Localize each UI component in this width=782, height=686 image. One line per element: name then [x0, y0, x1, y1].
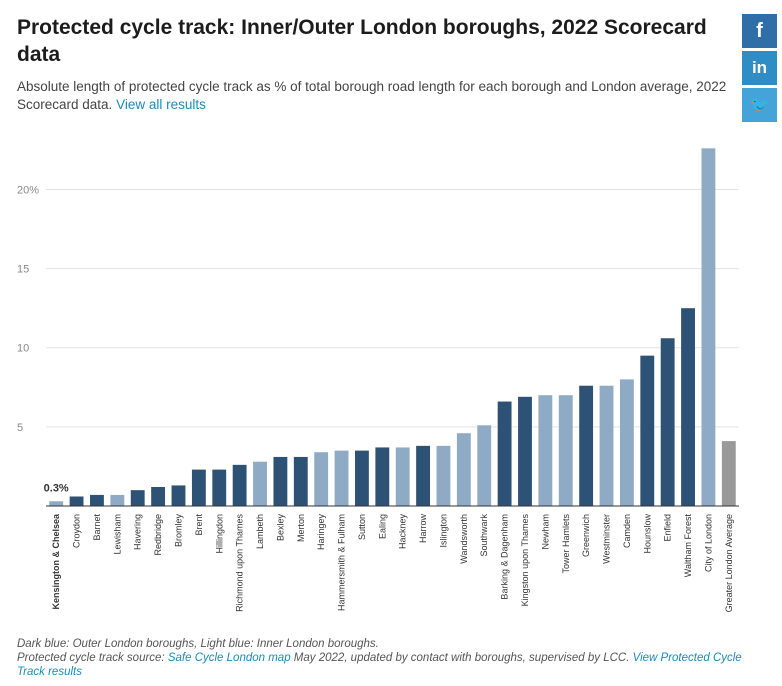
safe-cycle-london-map-link[interactable]: Safe Cycle London map	[167, 652, 291, 664]
chart-footer: Dark blue: Outer London boroughs, Light …	[17, 637, 767, 679]
x-tick-label: Hackney	[398, 514, 408, 550]
y-tick-label: 5	[17, 422, 23, 434]
bar	[212, 469, 227, 506]
bar	[273, 456, 288, 506]
x-tick-label: Lewisham	[112, 514, 122, 555]
bar	[497, 401, 512, 506]
bar	[191, 469, 206, 506]
bar	[293, 456, 308, 506]
x-tick-label: Camden	[622, 514, 632, 548]
x-tick-label: Lambeth	[255, 514, 265, 549]
bar	[151, 487, 166, 506]
twitter-icon: 🐦	[749, 97, 770, 114]
subtitle-text: Absolute length of protected cycle track…	[17, 79, 727, 112]
x-tick-label: Kingston upon Thames	[520, 514, 530, 607]
bar	[110, 494, 125, 506]
bar	[579, 385, 594, 506]
bar	[90, 494, 104, 506]
view-all-results-link[interactable]: View all results	[116, 97, 206, 112]
x-tick-label: Enfield	[663, 514, 673, 542]
bar	[375, 447, 390, 506]
y-tick-label: 10	[17, 343, 29, 355]
bar	[456, 433, 471, 506]
facebook-icon: f	[756, 19, 763, 42]
bar	[253, 461, 267, 506]
data-label: 0.3%	[44, 482, 69, 494]
x-tick-label: Haringey	[316, 514, 326, 551]
x-tick-label: Hounslow	[642, 514, 652, 554]
linkedin-share-button[interactable]: in	[742, 51, 777, 85]
y-tick-label: 15	[17, 264, 29, 276]
x-tick-label: Croydon	[72, 514, 82, 548]
twitter-share-button[interactable]: 🐦	[742, 88, 777, 122]
bar	[538, 395, 553, 506]
x-tick-label: Bexley	[275, 514, 285, 542]
x-tick-label: Hammersmith & Fulham	[337, 514, 347, 611]
x-tick-label: Harrow	[418, 514, 428, 544]
x-tick-label: Sutton	[357, 514, 367, 540]
chart-title: Protected cycle track: Inner/Outer Londo…	[17, 16, 707, 66]
footer-source-middle: May 2022, updated by contact with boroug…	[290, 652, 633, 664]
bar	[69, 496, 84, 506]
bar	[721, 441, 736, 506]
x-tick-label: Richmond upon Thames	[235, 514, 245, 612]
x-tick-label: Westminster	[602, 514, 612, 564]
bar	[558, 395, 573, 506]
x-tick-label: Greater London Average	[724, 514, 734, 612]
x-tick-label: Tower Hamlets	[561, 514, 571, 574]
bar	[130, 490, 145, 506]
facebook-share-button[interactable]: f	[742, 14, 777, 48]
bar	[660, 338, 675, 506]
x-tick-label: Redbridge	[153, 514, 163, 556]
view-protected-cycle-track-results-link[interactable]: View Protected Cycle Track results	[17, 652, 742, 678]
bar	[436, 445, 451, 506]
x-tick-label: Brent	[194, 514, 204, 536]
bar	[477, 425, 492, 506]
bar	[701, 148, 716, 506]
x-tick-label: Wandsworth	[459, 514, 469, 564]
chart-subtitle: Absolute length of protected cycle track…	[17, 78, 732, 114]
x-tick-label: Newham	[540, 514, 550, 550]
x-tick-label: Islington	[438, 514, 448, 548]
bar	[49, 501, 64, 506]
bar	[232, 464, 247, 506]
bar	[681, 308, 695, 506]
x-tick-label: Bromley	[173, 514, 183, 548]
bar	[599, 385, 614, 506]
x-tick-label: Waltham Forest	[683, 514, 693, 578]
bar	[518, 396, 532, 506]
bar-chart: 5 10 15 20% Kensington & Chelsea Croydon Barne…	[17, 148, 739, 612]
x-tick-label: Hillingdon	[214, 514, 224, 554]
bar	[416, 445, 431, 506]
linkedin-icon: in	[751, 58, 768, 77]
x-tick-label: Havering	[133, 514, 143, 550]
bar	[395, 447, 410, 506]
x-tick-label: Kensington & Chelsea	[51, 513, 61, 610]
x-tick-label: City of London	[703, 514, 713, 572]
x-tick-label: Ealing	[377, 514, 387, 539]
footer-source-prefix: Protected cycle track source:	[17, 652, 168, 664]
y-tick-label: 20%	[17, 184, 39, 196]
x-tick-label: Barking & Dagenham	[500, 514, 510, 600]
bar	[314, 452, 329, 506]
x-tick-label: Barnet	[92, 514, 102, 541]
bar	[619, 379, 634, 506]
x-tick-label: Greenwich	[581, 514, 591, 557]
bar	[334, 450, 349, 506]
footer-legend-note: Dark blue: Outer London boroughs, Light …	[17, 638, 379, 650]
bar	[171, 485, 186, 506]
x-tick-label: Merton	[296, 514, 306, 542]
bar	[354, 450, 369, 506]
bar	[640, 355, 655, 506]
x-tick-label: Southwark	[479, 514, 489, 557]
